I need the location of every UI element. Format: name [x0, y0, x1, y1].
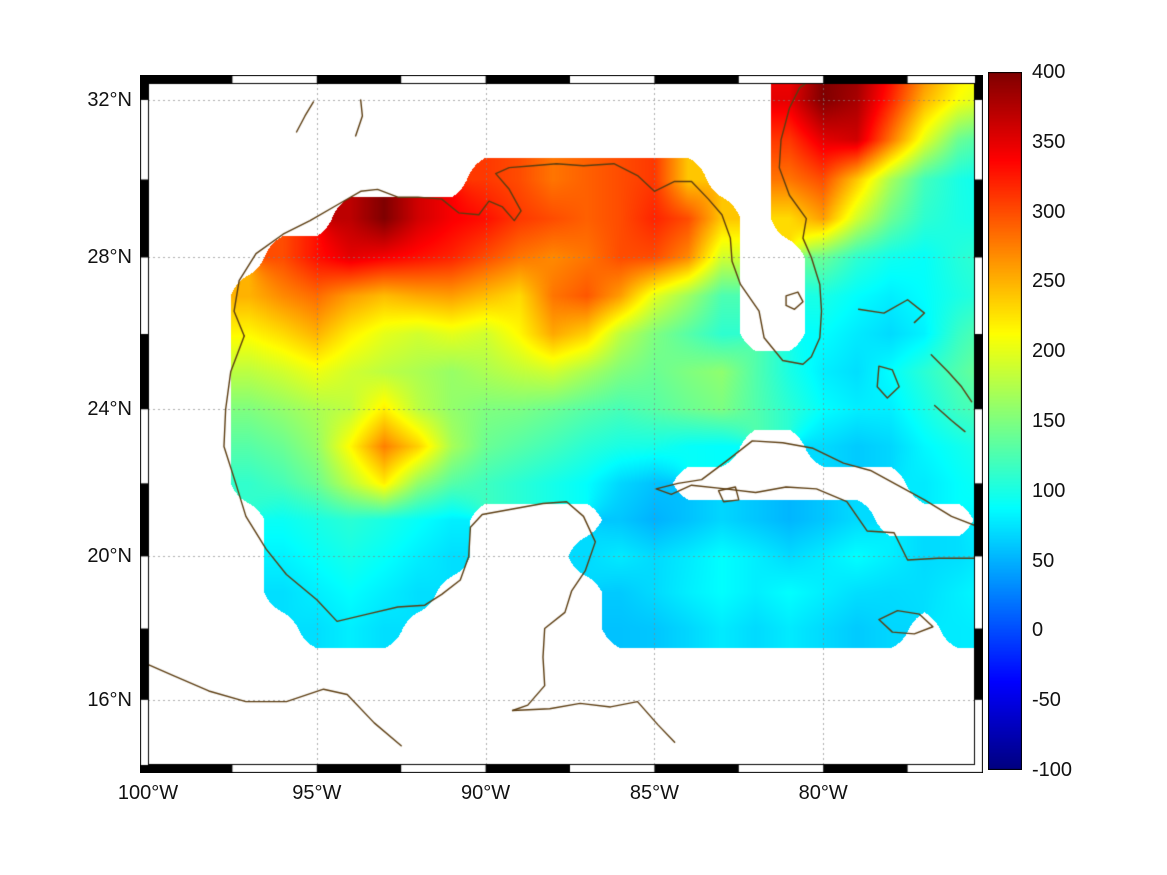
colorbar-tick-label: 0 — [1032, 619, 1044, 642]
x-tick-label: 80°W — [798, 782, 848, 804]
colorbar-tick-label: -100 — [1032, 759, 1073, 781]
colorbar-tick-label: 250 — [1032, 270, 1066, 293]
x-tick-label: 85°W — [629, 782, 679, 804]
y-tick-label: 24°N — [87, 398, 132, 421]
y-tick-label: 20°N — [87, 545, 132, 568]
x-tick-label: 100°W — [117, 782, 179, 804]
x-tick-label: 95°W — [292, 782, 342, 804]
colorbar-tick-label: 100 — [1032, 479, 1066, 502]
colorbar-tick-label: 50 — [1032, 549, 1055, 572]
colorbar-gradient — [988, 72, 1022, 770]
y-tick-label: 16°N — [87, 688, 132, 711]
colorbar-tick-label: -50 — [1032, 689, 1061, 712]
colorbar-tick-label: 350 — [1032, 130, 1066, 153]
colorbar-tick-label: 400 — [1032, 61, 1066, 83]
y-tick-label: 32°N — [87, 88, 132, 111]
y-tick-label: 28°N — [87, 246, 132, 269]
x-tick-label: 90°W — [461, 782, 511, 804]
colorbar-tick-label: 150 — [1032, 410, 1066, 432]
colorbar-tick-label: 200 — [1032, 340, 1066, 363]
map-canvas — [140, 75, 983, 773]
colorbar-tick-label: 300 — [1032, 200, 1066, 223]
